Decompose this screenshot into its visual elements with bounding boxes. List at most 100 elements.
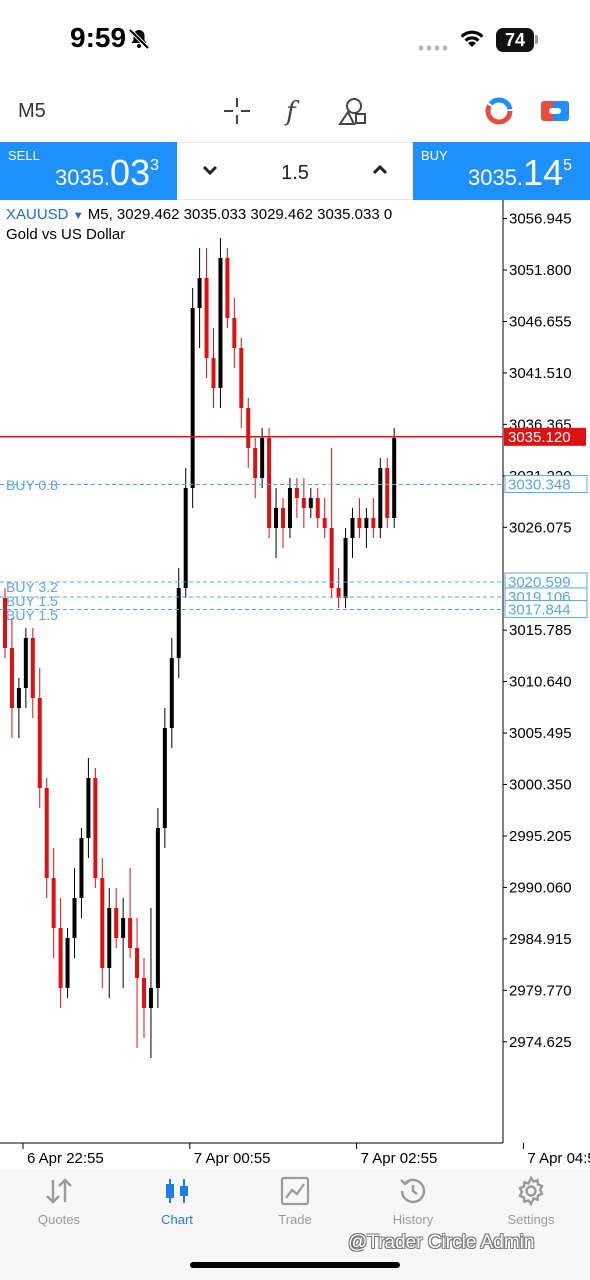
candle-body [72, 898, 77, 938]
volume-decrease-chevron-icon[interactable] [199, 159, 221, 186]
candle-body [65, 938, 70, 988]
price-tick-label: 3051.800 [509, 262, 572, 279]
current-price-label: 3035.120 [508, 429, 571, 446]
candle-body [301, 498, 306, 508]
candle-body [322, 518, 327, 528]
time-tick-label: 6 Apr 22:55 [27, 1150, 104, 1167]
timeframe-selector[interactable]: M5 [18, 100, 46, 122]
candle-body [260, 438, 265, 478]
candle-body [232, 318, 237, 348]
candle-body [315, 498, 320, 518]
tab-quotes-label: Quotes [38, 1212, 80, 1227]
candle-body [44, 788, 49, 878]
candle-body [135, 948, 140, 978]
candle-body [204, 278, 209, 358]
symbol-dropdown-icon[interactable]: ▼ [72, 210, 84, 222]
candle-body [308, 498, 313, 508]
one-click-trade-panel: SELL 3035.033 1.5 BUY 3035.145 [0, 142, 590, 200]
candle-body [392, 438, 397, 518]
sell-button[interactable]: SELL 3035.033 [0, 142, 177, 200]
time-tick-label: 7 Apr 00:55 [194, 1150, 271, 1167]
tab-history[interactable]: History [354, 1176, 472, 1240]
price-tick-label: 3056.945 [509, 211, 572, 228]
candle-body [364, 518, 369, 528]
tab-quotes[interactable]: Quotes [0, 1176, 118, 1240]
candle-body [294, 488, 299, 498]
candle-body [385, 468, 390, 518]
buy-price: 3035.145 [467, 152, 572, 193]
one-click-trading-icon[interactable] [482, 94, 516, 128]
volume-input[interactable]: 1.5 [281, 162, 309, 184]
candle-body [246, 408, 251, 448]
chart-toolbar: M5 f [0, 80, 590, 142]
tab-trade-label: Trade [278, 1212, 312, 1227]
tab-chart[interactable]: Chart [118, 1176, 236, 1240]
order-label: BUY 3.2 [6, 579, 58, 595]
candle-body [378, 468, 383, 528]
price-tick-label: 3026.075 [509, 519, 572, 536]
candle-body [9, 648, 14, 708]
status-bar: 9:59 74 [0, 0, 590, 80]
candle-body [107, 908, 112, 968]
candle-body [371, 518, 376, 528]
order-price-label: 3020.599 [508, 574, 571, 591]
price-chart[interactable]: 3056.945 3051.800 3046.655 3041.510 3036.365… [0, 200, 590, 1170]
battery-indicator: 74 [496, 28, 534, 52]
chart-description: Gold vs US Dollar [6, 226, 126, 243]
candle-body [162, 728, 167, 828]
price-tick-label: 2974.625 [509, 1034, 572, 1051]
candle-body [253, 448, 258, 478]
candle-body [287, 488, 292, 528]
wifi-icon [458, 27, 486, 54]
candle-body [93, 778, 98, 878]
battery-tip [535, 35, 538, 44]
candle-body [16, 688, 21, 708]
candle-body [148, 988, 153, 1008]
buy-label: BUY [421, 148, 448, 163]
chart-ohlc: M5, 3029.462 3035.033 3029.462 3035.033 … [87, 206, 393, 223]
history-icon [400, 1178, 426, 1204]
candle-body [58, 928, 63, 988]
signal-dots-icon [418, 38, 450, 56]
quotes-icon [46, 1178, 72, 1204]
candle-body [329, 528, 334, 588]
objects-icon[interactable] [335, 94, 369, 128]
crosshair-icon[interactable] [220, 94, 254, 128]
candle-body [23, 638, 28, 688]
volume-control: 1.5 [177, 142, 413, 200]
chart-symbol[interactable]: XAUUSD [6, 206, 69, 223]
indicators-icon[interactable]: f [278, 94, 312, 128]
volume-increase-chevron-icon[interactable] [369, 159, 391, 186]
home-indicator [190, 1262, 400, 1268]
price-tick-label: 3015.785 [509, 622, 572, 639]
candle-body [142, 978, 146, 1008]
trade-order-icon[interactable] [538, 94, 572, 128]
price-tick-label: 2979.770 [509, 982, 572, 999]
candle-body [190, 308, 195, 488]
candle-body [267, 438, 272, 528]
order-label: BUY 1.5 [6, 607, 58, 623]
candlestick-chart[interactable]: 3056.9453051.8003046.6553041.5103036.365… [0, 200, 590, 1170]
bell-muted-icon [128, 28, 150, 55]
order-label: BUY 0.8 [6, 477, 58, 493]
sell-label: SELL [8, 148, 40, 163]
tab-settings[interactable]: Settings [472, 1176, 590, 1240]
time-tick-label: 7 Apr 04:55 [527, 1150, 590, 1167]
sell-price: 3035.033 [54, 152, 159, 193]
candle-body [114, 908, 119, 938]
price-tick-label: 3000.350 [509, 777, 572, 794]
order-price-box [504, 600, 588, 619]
settings-icon [518, 1176, 544, 1206]
buy-button[interactable]: BUY 3035.145 [413, 142, 590, 200]
price-tick-label: 3005.495 [509, 725, 572, 742]
status-time: 9:59 [70, 22, 127, 53]
candle-body [350, 518, 355, 538]
candle-body [336, 588, 341, 598]
candle-body [51, 878, 56, 928]
tab-trade[interactable]: Trade [236, 1176, 354, 1240]
candle-body [281, 508, 285, 528]
price-tick-label: 3041.510 [509, 365, 572, 382]
candle-body [274, 508, 279, 528]
candle-body [225, 258, 230, 318]
candle-body [86, 778, 91, 838]
